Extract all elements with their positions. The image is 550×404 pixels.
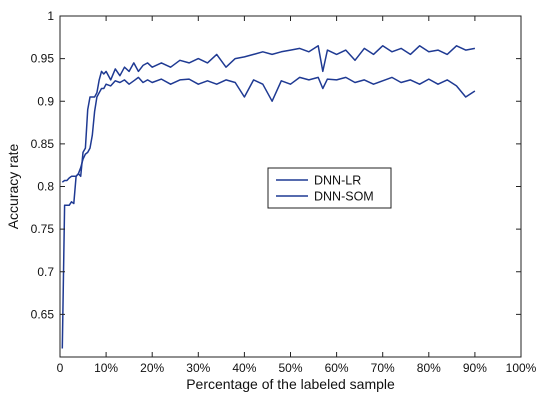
x-tick-label: 60%	[325, 361, 349, 375]
x-tick-label: 0	[57, 361, 64, 375]
legend-box	[267, 167, 392, 209]
x-tick-label: 10%	[94, 361, 118, 375]
y-tick-label: 0.75	[31, 222, 55, 236]
series-layer	[61, 45, 476, 349]
y-tick-label: 0.65	[31, 307, 55, 321]
tick-layer: 0.65 0.7 0.75 0.8 0.85 0.9 0.95 1 0 10% 20% 30% 40% 5…	[31, 9, 537, 375]
y-tick-label: 0.8	[37, 180, 54, 194]
y-axis-title: Accuracy rate	[5, 143, 21, 229]
x-tick-label: 100%	[506, 361, 537, 375]
legend: DNN-LR DNN-SOM	[267, 167, 392, 209]
x-tick-label: 20%	[140, 361, 164, 375]
x-tick-label: 40%	[232, 361, 256, 375]
y-tick-label: 0.95	[31, 52, 55, 66]
x-tick-label: 30%	[186, 361, 210, 375]
x-tick-label: 80%	[417, 361, 441, 375]
series-line-dnn-lr	[61, 76, 476, 183]
y-tick-label: 1	[47, 9, 54, 23]
series-line-dnn-som	[61, 45, 476, 349]
legend-label-dnn-som: DNN-SOM	[314, 190, 374, 204]
y-tick-label: 0.9	[37, 94, 54, 108]
x-tick-label: 90%	[463, 361, 487, 375]
y-tick-label: 0.7	[37, 265, 54, 279]
legend-label-dnn-lr: DNN-LR	[314, 174, 361, 188]
x-tick-label: 70%	[371, 361, 395, 375]
x-tick-label: 50%	[278, 361, 302, 375]
y-tick-label: 0.85	[31, 137, 55, 151]
x-axis-title: Percentage of the labeled sample	[186, 376, 395, 392]
